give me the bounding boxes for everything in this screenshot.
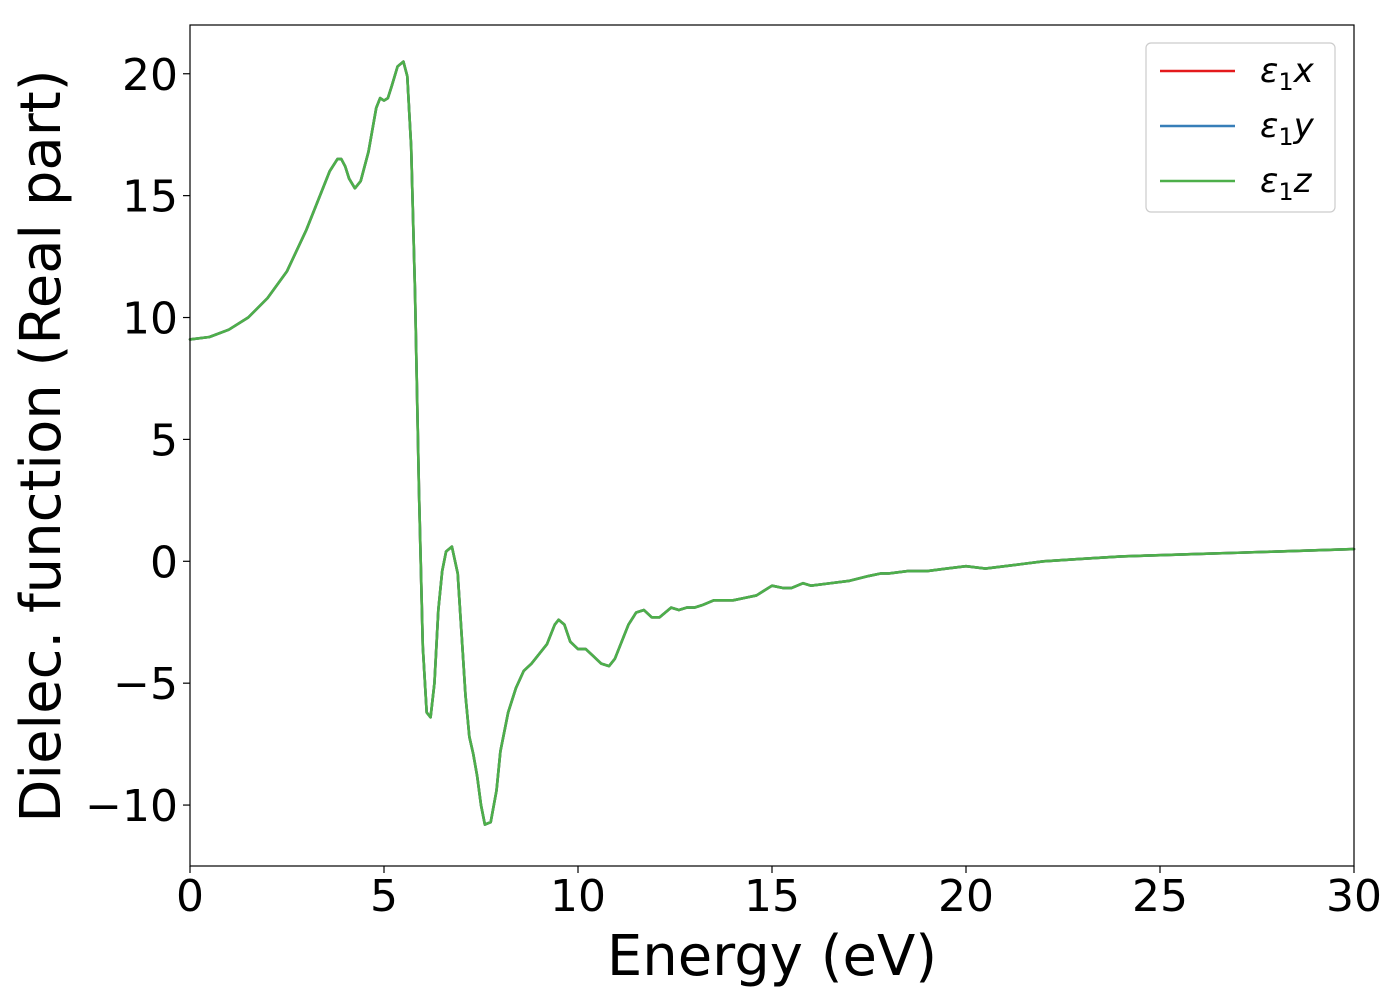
legend-component: z xyxy=(1293,161,1313,201)
x-tick-label: 5 xyxy=(370,871,398,922)
legend-box xyxy=(1145,42,1336,213)
y-tick-label: 10 xyxy=(122,294,178,345)
y-tick-label: 5 xyxy=(150,415,178,466)
x-tick-label: 25 xyxy=(1132,871,1188,922)
legend-subscript: 1 xyxy=(1278,68,1293,96)
legend-symbol: ε xyxy=(1260,51,1278,91)
y-tick-label: 15 xyxy=(122,172,178,223)
x-axis-ticks: 0 5 10 15 20 25 30 xyxy=(176,866,1382,922)
plot-lines xyxy=(188,60,1356,826)
legend-label-z: ε1z xyxy=(1260,161,1313,206)
x-tick-label: 30 xyxy=(1326,871,1382,922)
legend-component: x xyxy=(1293,51,1315,91)
x-tick-label: 0 xyxy=(176,871,204,922)
series-line-z xyxy=(188,60,1356,826)
x-axis-label: Energy (eV) xyxy=(607,924,937,989)
y-axis-ticks: −10 −5 0 5 10 15 20 xyxy=(85,50,190,832)
y-axis-label: Dielec. function (Real part) xyxy=(9,69,74,822)
x-tick-label: 15 xyxy=(744,871,800,922)
y-tick-label: −5 xyxy=(113,659,178,710)
x-tick-label: 20 xyxy=(938,871,994,922)
y-tick-label: 0 xyxy=(150,537,178,588)
legend-subscript: 1 xyxy=(1278,123,1293,151)
legend-label-x: ε1x xyxy=(1260,51,1315,96)
legend-component: y xyxy=(1293,106,1315,146)
legend-symbol: ε xyxy=(1260,106,1278,146)
legend-symbol: ε xyxy=(1260,161,1278,201)
y-tick-label: −10 xyxy=(85,781,178,832)
legend-label-y: ε1y xyxy=(1260,106,1315,151)
y-tick-label: 20 xyxy=(122,50,178,101)
legend-subscript: 1 xyxy=(1278,178,1293,206)
x-tick-label: 10 xyxy=(550,871,606,922)
